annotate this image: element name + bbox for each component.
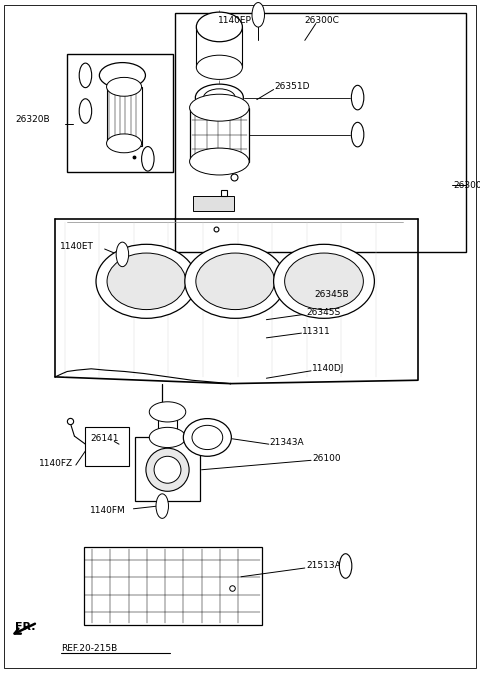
Ellipse shape — [107, 77, 142, 96]
Text: 26345B: 26345B — [314, 289, 349, 299]
Text: 26300C: 26300C — [305, 15, 340, 25]
Ellipse shape — [154, 456, 181, 483]
Ellipse shape — [196, 12, 242, 42]
Ellipse shape — [195, 84, 243, 111]
Text: FR.: FR. — [15, 623, 36, 632]
Ellipse shape — [285, 253, 363, 310]
Text: 1140FZ: 1140FZ — [39, 459, 73, 468]
Text: 26300: 26300 — [454, 180, 480, 190]
Bar — [85, 427, 129, 466]
Ellipse shape — [99, 63, 145, 88]
Bar — [135, 437, 200, 501]
Ellipse shape — [107, 253, 186, 310]
Text: a: a — [82, 71, 86, 80]
Ellipse shape — [149, 427, 186, 448]
Ellipse shape — [204, 89, 235, 106]
Bar — [196, 27, 242, 67]
Ellipse shape — [142, 147, 154, 171]
Ellipse shape — [252, 3, 264, 27]
Ellipse shape — [196, 253, 275, 310]
Text: 21343A: 21343A — [270, 437, 304, 447]
Bar — [199, 108, 240, 162]
Ellipse shape — [351, 85, 364, 110]
Ellipse shape — [199, 97, 240, 118]
Ellipse shape — [190, 148, 249, 175]
Ellipse shape — [146, 448, 189, 491]
Text: 26320B: 26320B — [15, 115, 50, 125]
Ellipse shape — [192, 425, 223, 450]
Text: 26345S: 26345S — [306, 308, 340, 318]
Ellipse shape — [79, 63, 92, 87]
Ellipse shape — [79, 99, 92, 123]
Ellipse shape — [107, 134, 142, 153]
Ellipse shape — [149, 402, 186, 422]
Text: b: b — [354, 130, 359, 139]
Text: 26100: 26100 — [312, 454, 341, 463]
Text: 1140DJ: 1140DJ — [312, 364, 344, 374]
Bar — [158, 412, 177, 437]
Bar — [84, 547, 262, 625]
Ellipse shape — [183, 419, 231, 456]
Ellipse shape — [156, 494, 168, 518]
Text: b: b — [82, 106, 86, 116]
Bar — [193, 196, 234, 211]
Ellipse shape — [274, 244, 374, 318]
Text: 21513A: 21513A — [306, 561, 341, 571]
Text: a: a — [354, 93, 359, 102]
Ellipse shape — [339, 554, 352, 578]
Text: 26351D: 26351D — [275, 81, 310, 91]
Ellipse shape — [351, 122, 364, 147]
Bar — [175, 13, 466, 252]
Text: 1140ET: 1140ET — [60, 242, 94, 252]
Text: 26141: 26141 — [90, 433, 119, 443]
Ellipse shape — [96, 244, 197, 318]
Text: 1140EP: 1140EP — [218, 15, 252, 25]
Ellipse shape — [185, 244, 286, 318]
Bar — [67, 54, 173, 172]
Text: REF.20-215B: REF.20-215B — [61, 643, 118, 653]
Text: c: c — [342, 561, 346, 571]
Text: c: c — [144, 154, 148, 164]
Bar — [190, 108, 249, 162]
Text: 1140FM: 1140FM — [90, 506, 126, 516]
Ellipse shape — [116, 242, 129, 267]
Bar — [107, 87, 142, 146]
Ellipse shape — [199, 149, 240, 170]
Text: 11311: 11311 — [302, 326, 331, 336]
Ellipse shape — [190, 94, 249, 121]
Ellipse shape — [196, 55, 242, 79]
